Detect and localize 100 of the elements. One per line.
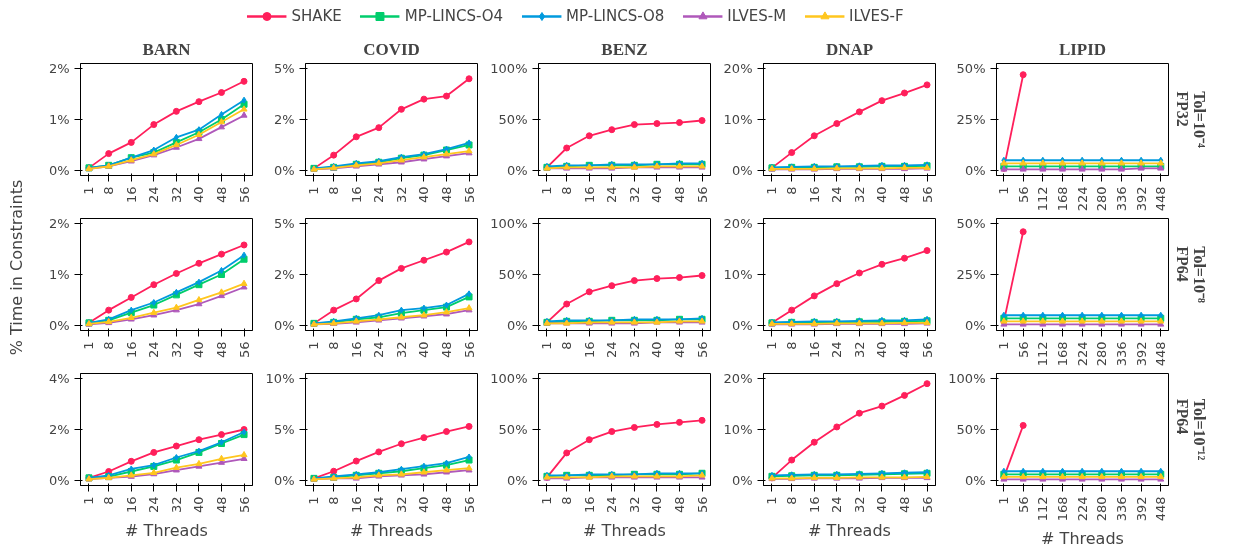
- x-tick-label: 8: [784, 496, 800, 505]
- x-tick-label: 56: [919, 496, 935, 514]
- x-tick-label: 16: [581, 496, 597, 514]
- chart-title: LIPID: [1058, 39, 1107, 59]
- y-tick-label: 0%: [48, 162, 70, 178]
- legend-label: ILVES-M: [727, 7, 787, 25]
- x-tick-label: 1: [306, 186, 322, 195]
- x-tick-label: 448: [1153, 341, 1169, 367]
- x-tick-label: 56: [461, 186, 477, 204]
- x-tick-label: 56: [919, 186, 935, 204]
- x-tick-label: 8: [559, 496, 575, 505]
- x-tick-label: 24: [371, 496, 387, 514]
- x-tick-label: 40: [874, 186, 890, 204]
- y-tick-label: 10%: [723, 267, 753, 282]
- x-tick-label: 8: [101, 341, 117, 350]
- x-tick-label: 48: [438, 341, 454, 359]
- x-tick-label: 48: [438, 496, 454, 514]
- x-tick-label: 1: [539, 496, 555, 505]
- chart-title: COVID: [363, 39, 420, 59]
- x-tick-label: 1: [764, 341, 780, 350]
- y-tick-label: 0%: [964, 317, 986, 333]
- chart-title: DNAP: [825, 39, 874, 59]
- y-tick-label: 0%: [506, 317, 528, 333]
- y-axis-title: % Time in Constraints: [6, 179, 26, 356]
- y-tick-label: 0%: [506, 472, 528, 488]
- x-axis-title: # Threads: [125, 521, 208, 541]
- y-tick-label: 0%: [731, 162, 753, 178]
- x-tick-label: 224: [1074, 186, 1090, 212]
- y-tick-label: 25%: [956, 267, 986, 282]
- y-tick-label: 1%: [48, 112, 70, 127]
- x-tick-label: 32: [168, 341, 184, 359]
- x-tick-label: 32: [851, 496, 867, 514]
- x-tick-label: 48: [896, 496, 912, 514]
- y-tick-label: 5%: [273, 61, 295, 77]
- x-tick-label: 8: [326, 186, 342, 195]
- x-tick-label: 32: [393, 186, 409, 204]
- x-tick-label: 48: [213, 341, 229, 359]
- y-tick-label: 20%: [723, 61, 753, 77]
- x-tick-label: 24: [146, 341, 162, 359]
- x-tick-label: 168: [1054, 186, 1070, 212]
- x-tick-label: 40: [874, 341, 890, 359]
- x-tick-label: 48: [896, 186, 912, 204]
- chart-title: BENZ: [601, 39, 648, 59]
- x-tick-label: 56: [461, 496, 477, 514]
- x-tick-label: 48: [896, 341, 912, 359]
- x-tick-label: 56: [694, 496, 710, 514]
- x-tick-label: 32: [168, 496, 184, 514]
- x-tick-label: 16: [581, 186, 597, 204]
- x-tick-label: 16: [806, 186, 822, 204]
- x-tick-label: 40: [874, 496, 890, 514]
- x-tick-label: 16: [123, 186, 139, 204]
- y-tick-label: 50%: [498, 422, 528, 437]
- x-tick-label: 24: [604, 341, 620, 359]
- x-tick-label: 16: [348, 496, 364, 514]
- x-tick-label: 32: [168, 186, 184, 204]
- x-tick-label: 40: [416, 341, 432, 359]
- x-tick-label: 56: [236, 186, 252, 204]
- x-tick-label: 336: [1113, 341, 1129, 367]
- x-tick-label: 40: [191, 496, 207, 514]
- x-tick-label: 1: [996, 496, 1012, 505]
- x-tick-label: 8: [326, 496, 342, 505]
- x-tick-label: 48: [671, 496, 687, 514]
- x-axis-title: # Threads: [350, 521, 433, 541]
- y-tick-label: 20%: [723, 371, 753, 387]
- x-tick-label: 32: [851, 341, 867, 359]
- y-tick-label: 50%: [956, 216, 986, 232]
- y-tick-label: 0%: [964, 472, 986, 488]
- x-tick-label: 8: [784, 341, 800, 350]
- x-tick-label: 1: [764, 186, 780, 195]
- x-tick-label: 1: [539, 186, 555, 195]
- y-tick-label: 10%: [723, 422, 753, 437]
- y-tick-label: 10%: [723, 112, 753, 127]
- x-tick-label: 392: [1133, 186, 1149, 212]
- x-tick-label: 224: [1074, 496, 1090, 522]
- x-tick-label: 56: [461, 341, 477, 359]
- y-tick-label: 0%: [964, 162, 986, 178]
- x-tick-label: 1: [306, 341, 322, 350]
- legend-label: MP-LINCS-O4: [404, 7, 504, 25]
- x-tick-label: 1: [996, 341, 1012, 350]
- x-tick-label: 40: [191, 341, 207, 359]
- x-tick-label: 1: [306, 496, 322, 505]
- x-tick-label: 56: [919, 341, 935, 359]
- x-tick-label: 24: [371, 341, 387, 359]
- y-tick-label: 2%: [273, 267, 295, 282]
- y-tick-label: 0%: [273, 162, 295, 178]
- x-tick-label: 48: [671, 341, 687, 359]
- x-tick-label: 32: [851, 186, 867, 204]
- x-tick-label: 24: [371, 186, 387, 204]
- legend-label: SHAKE: [291, 7, 342, 25]
- x-tick-label: 48: [213, 496, 229, 514]
- x-tick-label: 16: [348, 186, 364, 204]
- x-axis-title: # Threads: [583, 521, 666, 541]
- y2-axis-title: Tol=10⁻⁴ FP32: [1173, 91, 1208, 148]
- legend-label: ILVES-F: [849, 7, 904, 25]
- x-tick-label: 40: [649, 341, 665, 359]
- x-tick-label: 48: [213, 186, 229, 204]
- y-tick-label: 0%: [48, 472, 70, 488]
- y-tick-label: 2%: [273, 112, 295, 127]
- y-tick-label: 5%: [273, 216, 295, 232]
- x-tick-label: 112: [1035, 496, 1051, 522]
